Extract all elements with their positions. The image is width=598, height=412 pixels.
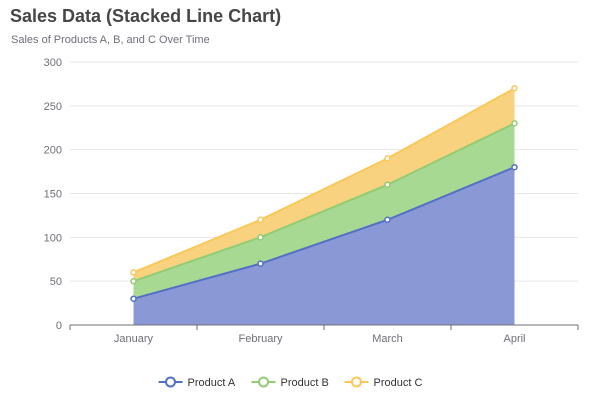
y-tick-label: 250 bbox=[44, 101, 62, 113]
x-tick-label: January bbox=[114, 333, 154, 345]
data-point[interactable] bbox=[257, 260, 264, 267]
data-point[interactable] bbox=[511, 163, 518, 171]
chart-title: Sales Data (Stacked Line Chart) bbox=[10, 6, 282, 26]
data-point[interactable] bbox=[384, 181, 391, 188]
series-line-product-a bbox=[133, 166, 515, 300]
legend-marker-product-b[interactable] bbox=[258, 376, 269, 388]
y-tick-label: 200 bbox=[44, 145, 62, 157]
data-point[interactable] bbox=[384, 155, 391, 162]
data-point[interactable] bbox=[511, 120, 518, 127]
x-tick-label: February bbox=[238, 333, 283, 345]
data-point[interactable] bbox=[511, 85, 518, 92]
legend-label-product-b[interactable]: Product B bbox=[281, 377, 329, 389]
legend-marker-product-c[interactable] bbox=[351, 376, 362, 388]
y-tick-label: 0 bbox=[56, 320, 62, 332]
legend-label-product-a[interactable]: Product A bbox=[188, 377, 236, 389]
y-tick-label: 100 bbox=[44, 232, 62, 244]
legend-label-product-c[interactable]: Product C bbox=[374, 377, 423, 389]
x-tick-label: March bbox=[372, 333, 403, 345]
series-line-product-c bbox=[133, 87, 515, 274]
y-tick-label: 50 bbox=[50, 276, 62, 288]
data-point[interactable] bbox=[130, 269, 137, 276]
series-area-product-a bbox=[133, 167, 515, 325]
data-point[interactable] bbox=[130, 295, 137, 302]
legend-marker-product-a[interactable] bbox=[165, 376, 176, 388]
data-point[interactable] bbox=[384, 216, 391, 224]
x-tick-label: April bbox=[503, 333, 525, 345]
chart-subtitle: Sales of Products A, B, and C Over Time bbox=[11, 34, 210, 46]
data-point[interactable] bbox=[257, 216, 264, 224]
data-point[interactable] bbox=[130, 277, 137, 285]
y-tick-label: 150 bbox=[44, 189, 62, 201]
data-point[interactable] bbox=[257, 234, 264, 241]
series-line-product-b bbox=[133, 122, 515, 283]
y-tick-label: 300 bbox=[44, 57, 62, 69]
series-area-product-c bbox=[133, 88, 515, 282]
